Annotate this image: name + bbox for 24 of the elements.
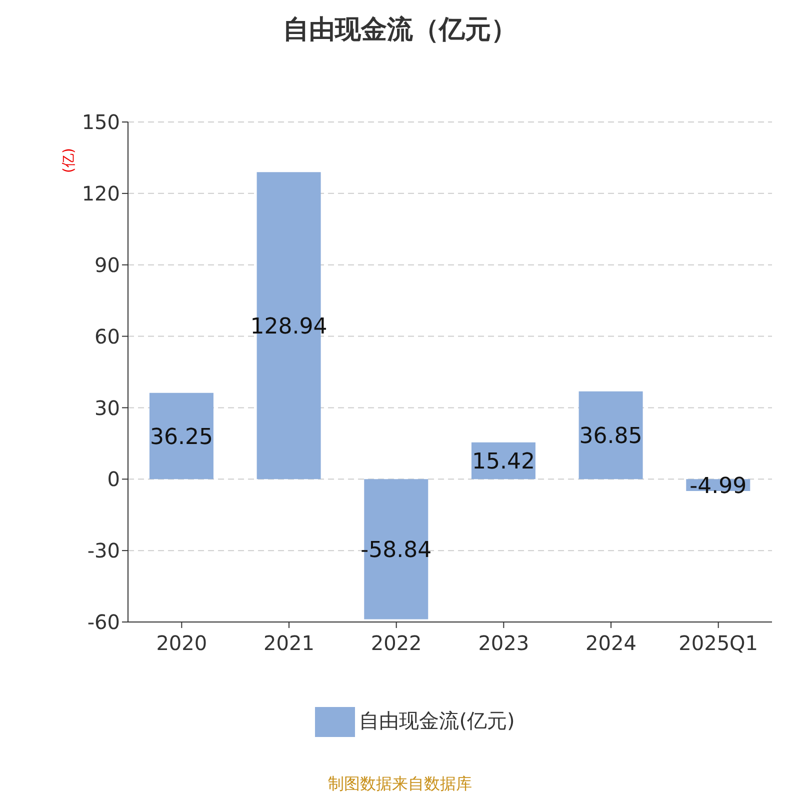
x-tick-label: 2022 xyxy=(370,631,422,656)
y-tick-label: 150 xyxy=(82,110,120,134)
data-label: 36.25 xyxy=(150,424,213,450)
y-tick-label: 30 xyxy=(94,396,120,420)
y-axis-title: (亿) xyxy=(60,148,78,173)
y-tick-label: -30 xyxy=(87,538,120,563)
data-label: 15.42 xyxy=(472,450,535,475)
legend-label: 自由现金流(亿元) xyxy=(359,708,515,732)
y-tick-label: -60 xyxy=(87,610,120,634)
y-tick-label: 60 xyxy=(94,324,120,348)
x-tick-label: 2023 xyxy=(478,631,530,656)
bar xyxy=(149,392,214,480)
text: 制图数据来自数据库 xyxy=(327,774,473,795)
bar xyxy=(578,391,643,480)
data-label: 36.85 xyxy=(579,424,642,450)
y-tick-label: 90 xyxy=(94,252,120,277)
y-tick-label: 0 xyxy=(107,467,120,492)
chart-title: 自由现金流（亿元） xyxy=(282,14,518,47)
x-tick-label: 2025Q1 xyxy=(678,631,758,656)
y-tick-label: 120 xyxy=(82,182,120,206)
data-label: -58.84 xyxy=(360,538,432,563)
x-tick-label: 2021 xyxy=(264,631,314,656)
x-tick-label: 2024 xyxy=(586,631,636,656)
x-tick-label: 2020 xyxy=(156,631,208,656)
